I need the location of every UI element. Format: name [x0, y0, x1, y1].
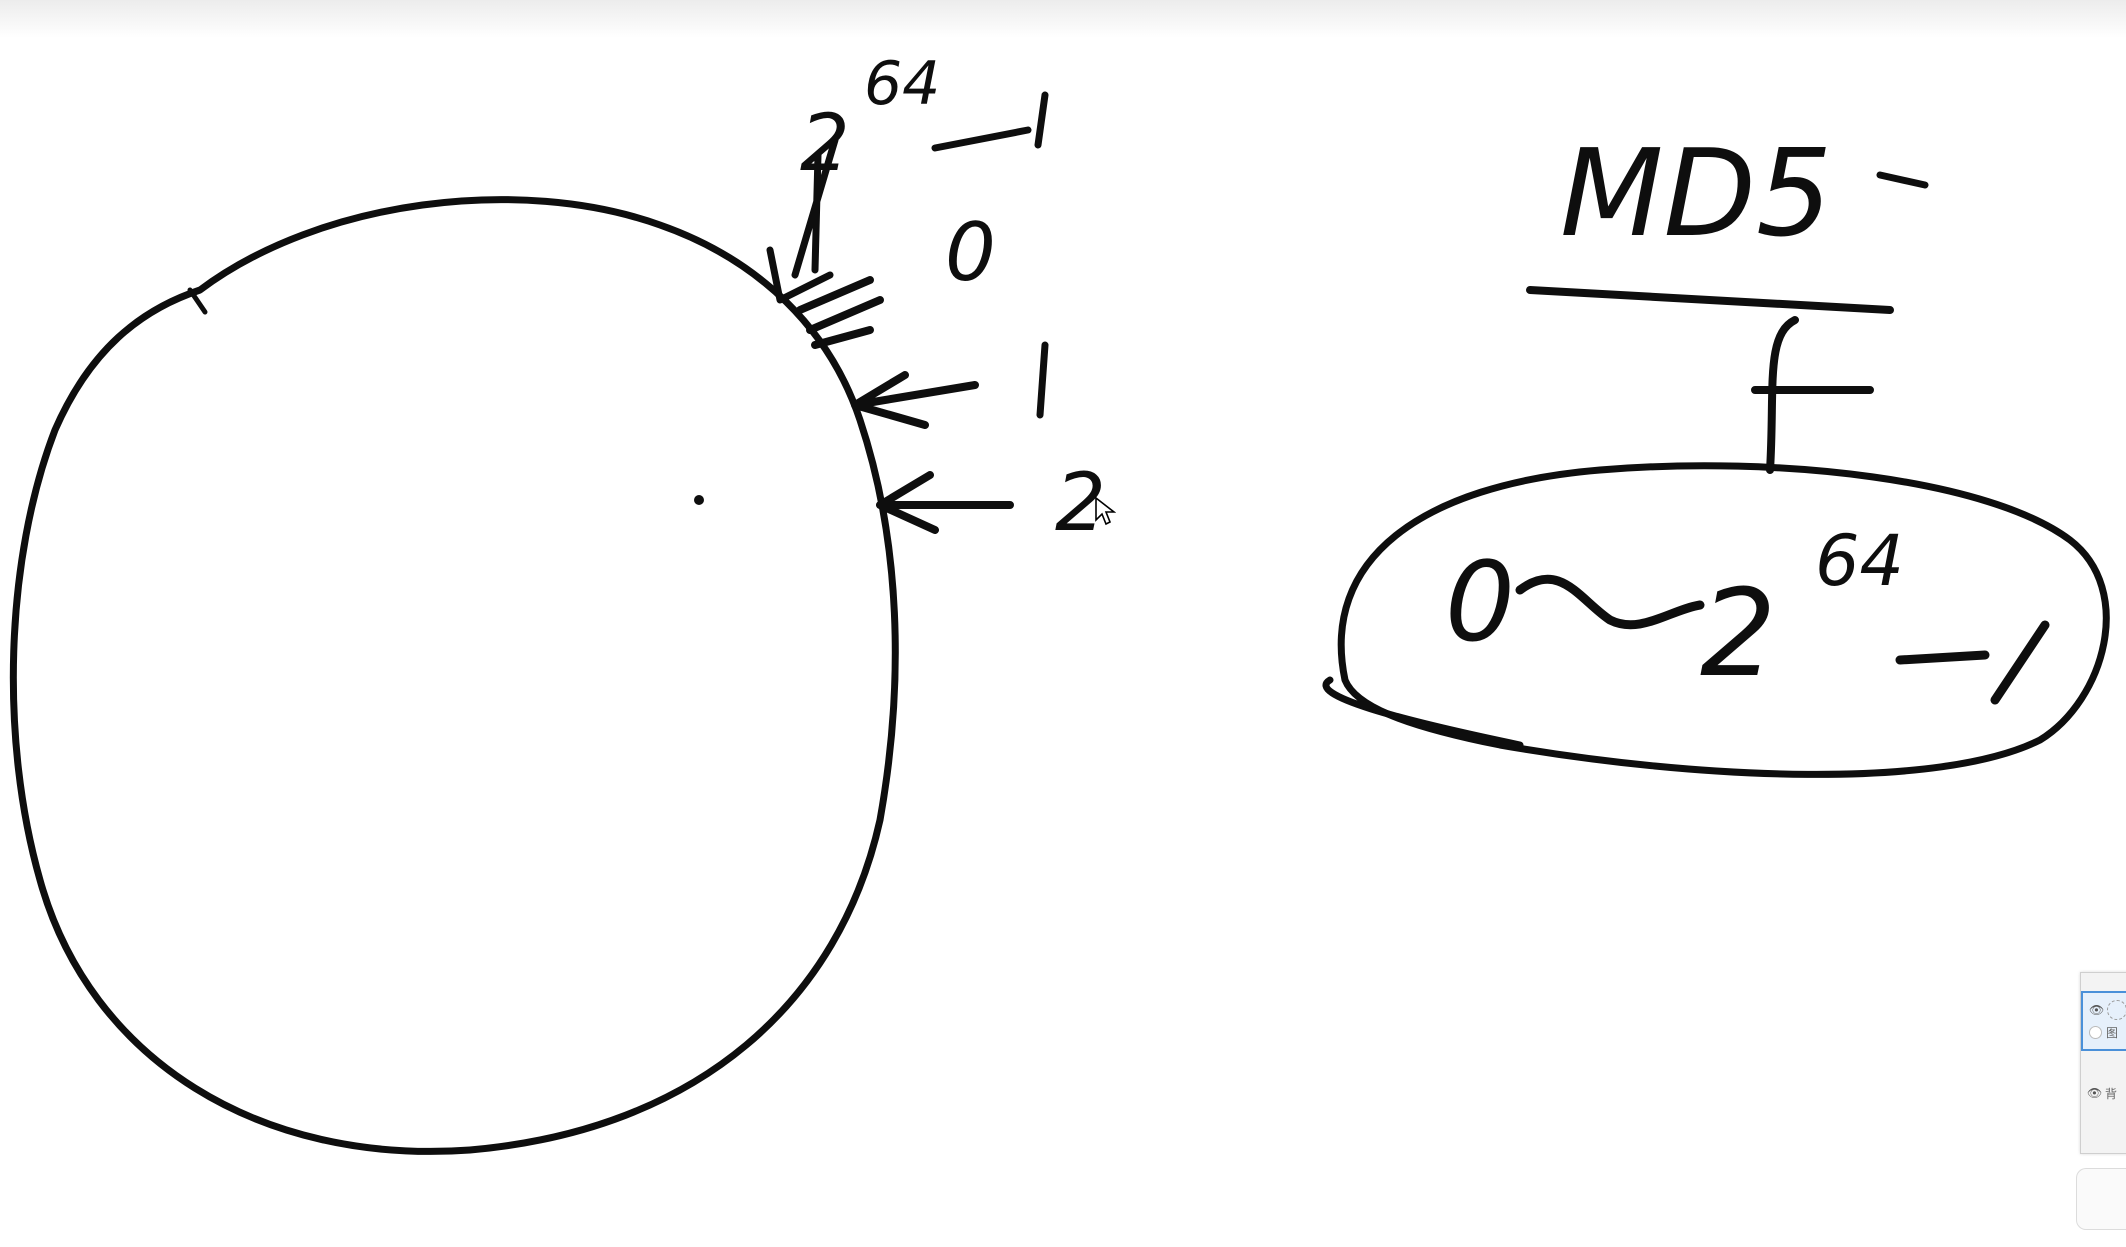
md5-underline — [1526, 286, 1894, 314]
arrow-to-one — [851, 371, 979, 429]
range-exponent-64: 64 — [1815, 520, 1904, 602]
range-ellipse — [1337, 462, 2110, 778]
label-2-pow-64-minus-1: 2 64 — [800, 49, 1049, 189]
label-one-stroke — [1036, 341, 1049, 419]
range-base-2: 2 — [1700, 565, 1776, 704]
layer-row-drawing[interactable]: 👁 图 — [2081, 991, 2126, 1051]
ellipse-tail — [1322, 676, 1524, 749]
layers-panel[interactable]: 👁 图 👁 背 — [2080, 972, 2126, 1154]
label-one: 1 — [1010, 409, 1011, 411]
range-tilde — [1515, 574, 1705, 630]
layer-thumbnail-icon — [2107, 1000, 2126, 1020]
range-one-stroke — [1990, 620, 2050, 705]
label-md5: MD5 — [1560, 125, 1832, 264]
hash-ring-circle — [9, 196, 899, 1155]
panel-toggle-tab[interactable] — [2076, 1168, 2126, 1230]
top-exponent-64: 64 — [864, 49, 940, 119]
mouse-cursor-icon — [1095, 496, 1116, 526]
range-minus-stroke — [1895, 650, 1990, 665]
zero-point-scribble — [796, 276, 884, 349]
layer-label: 背 — [2105, 1086, 2118, 1101]
label-range: 0 2 64 — [1445, 520, 2050, 705]
range-start-0: 0 — [1445, 538, 1515, 666]
wrap-arrow — [766, 136, 839, 304]
eye-icon[interactable]: 👁 — [2089, 1003, 2105, 1017]
function-f — [1751, 316, 1874, 474]
arrow-to-two — [876, 471, 1014, 534]
layer-row-background[interactable]: 👁 背 — [2081, 1063, 2126, 1123]
window-top-edge — [0, 0, 2126, 38]
label-zero: 0 — [945, 206, 996, 299]
center-dot — [694, 495, 704, 505]
md5-dash — [1876, 171, 1929, 189]
top-one-stroke — [1034, 91, 1049, 149]
layer-radio-icon[interactable] — [2089, 1025, 2102, 1039]
circle-start-tick — [187, 287, 208, 315]
top-minus-stroke — [931, 126, 1032, 152]
eye-icon[interactable]: 👁 — [2087, 1086, 2103, 1100]
layer-label: 图 — [2106, 1025, 2119, 1040]
